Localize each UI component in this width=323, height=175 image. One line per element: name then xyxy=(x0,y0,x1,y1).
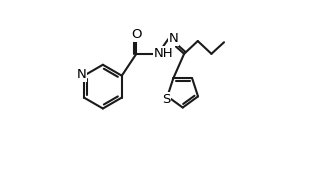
Text: N: N xyxy=(77,68,86,82)
Text: O: O xyxy=(131,28,141,41)
Text: S: S xyxy=(162,93,170,106)
Text: NH: NH xyxy=(154,47,174,60)
Text: N: N xyxy=(169,32,178,46)
